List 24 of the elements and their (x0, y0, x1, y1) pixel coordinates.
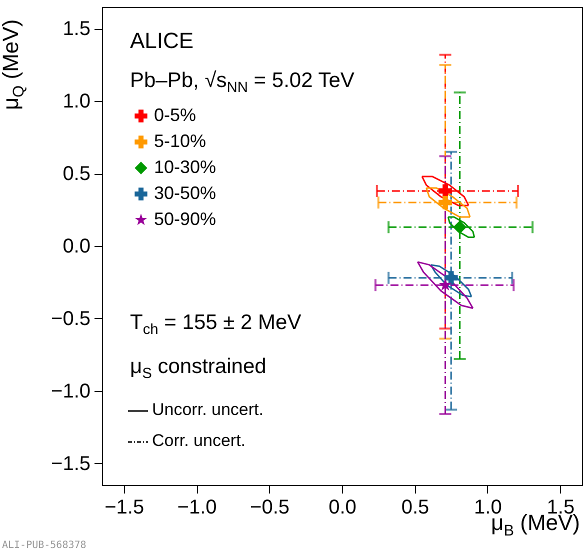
y-tick-label: −1.5 (51, 452, 90, 475)
x-tick-label: 0.5 (401, 496, 430, 518)
x-tick-label: −1.0 (177, 496, 217, 518)
legend-label: 50-90% (154, 209, 216, 229)
annotation: ALICE (130, 28, 194, 53)
x-tick-label: 0.0 (328, 496, 356, 518)
x-tick-label: −1.5 (104, 496, 144, 518)
annotation: T$_{ch}$ = 155 ± 2 MeV (130, 311, 302, 338)
text: ALI-PUB-568378 (2, 540, 86, 551)
annotation: Uncorr. uncert. (152, 400, 264, 419)
y-tick-label: −1.0 (51, 380, 90, 402)
y-tick-label: 0.5 (62, 163, 90, 186)
y-tick-label: 1.5 (62, 18, 90, 40)
annotation: μ$_{S}$ constrained (130, 355, 266, 382)
legend-label: 5-10% (154, 131, 206, 151)
annotation: Corr. uncert. (152, 431, 246, 450)
y-tick-label: 1.0 (62, 90, 90, 113)
legend-label: 30-50% (154, 183, 216, 203)
y-tick-label: −0.5 (51, 308, 90, 330)
y-tick-label: 0.0 (62, 236, 90, 258)
legend-label: 10-30% (154, 157, 216, 177)
x-tick-label: −0.5 (250, 496, 290, 518)
annotation: Pb–Pb, √s$_{NN}$ = 5.02 TeV (130, 69, 354, 96)
legend-label: 0-5% (154, 105, 196, 125)
